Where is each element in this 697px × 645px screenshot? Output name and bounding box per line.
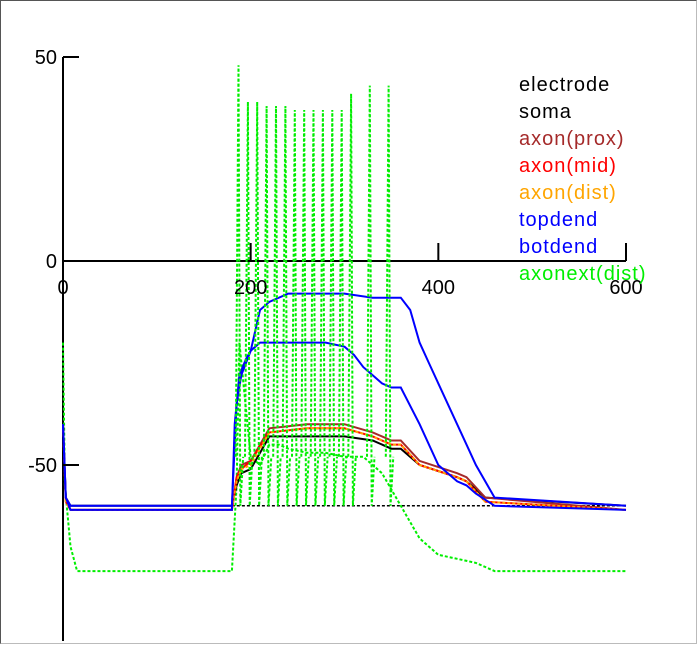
series-group	[62, 65, 627, 573]
spike-13	[347, 93, 357, 506]
y-tick-label-50: -50	[28, 455, 57, 477]
legend: electrode soma axon(prox) axon(mid) axon(dis…	[519, 74, 647, 285]
spike-9	[309, 109, 320, 506]
legend-item-topdend: topdend	[519, 209, 598, 231]
x-tick-label-0: 0	[57, 277, 68, 299]
series-line-axonext-dist	[62, 342, 626, 573]
legend-item-axon-prox: axon(prox)	[519, 128, 625, 150]
legend-item-soma: soma	[519, 101, 572, 123]
spike-2	[244, 101, 254, 506]
spike-7	[291, 109, 301, 506]
x-tick-label-200: 200	[234, 277, 267, 299]
legend-item-axon-mid: axon(mid)	[519, 155, 617, 177]
legend-item-electrode: electrode	[519, 74, 610, 96]
spike-1	[234, 65, 245, 506]
series-line-topdend	[62, 292, 627, 507]
series-line-botdend	[62, 341, 627, 511]
spike-5	[272, 105, 282, 506]
spike-4	[262, 105, 273, 506]
ticks: 0 200 400 600 50 0 -50	[28, 47, 643, 477]
spike-15	[384, 85, 395, 506]
spike-8	[300, 109, 310, 506]
y-tick-label-0: 0	[46, 251, 57, 273]
legend-item-axonext-dist: axonext(dist)	[519, 263, 647, 285]
y-tick-label-50: 50	[35, 47, 57, 69]
spike-10	[319, 109, 329, 506]
legend-item-botdend: botdend	[519, 236, 598, 258]
spike-12	[337, 109, 348, 506]
spike-3	[253, 101, 263, 506]
x-tick-label-400: 400	[422, 277, 455, 299]
x-tick-label-600: 600	[609, 277, 642, 299]
spike-6	[281, 105, 292, 506]
legend-item-axon-dist: axon(dist)	[519, 182, 617, 204]
spike-11	[328, 109, 338, 506]
spike-14	[366, 85, 376, 506]
